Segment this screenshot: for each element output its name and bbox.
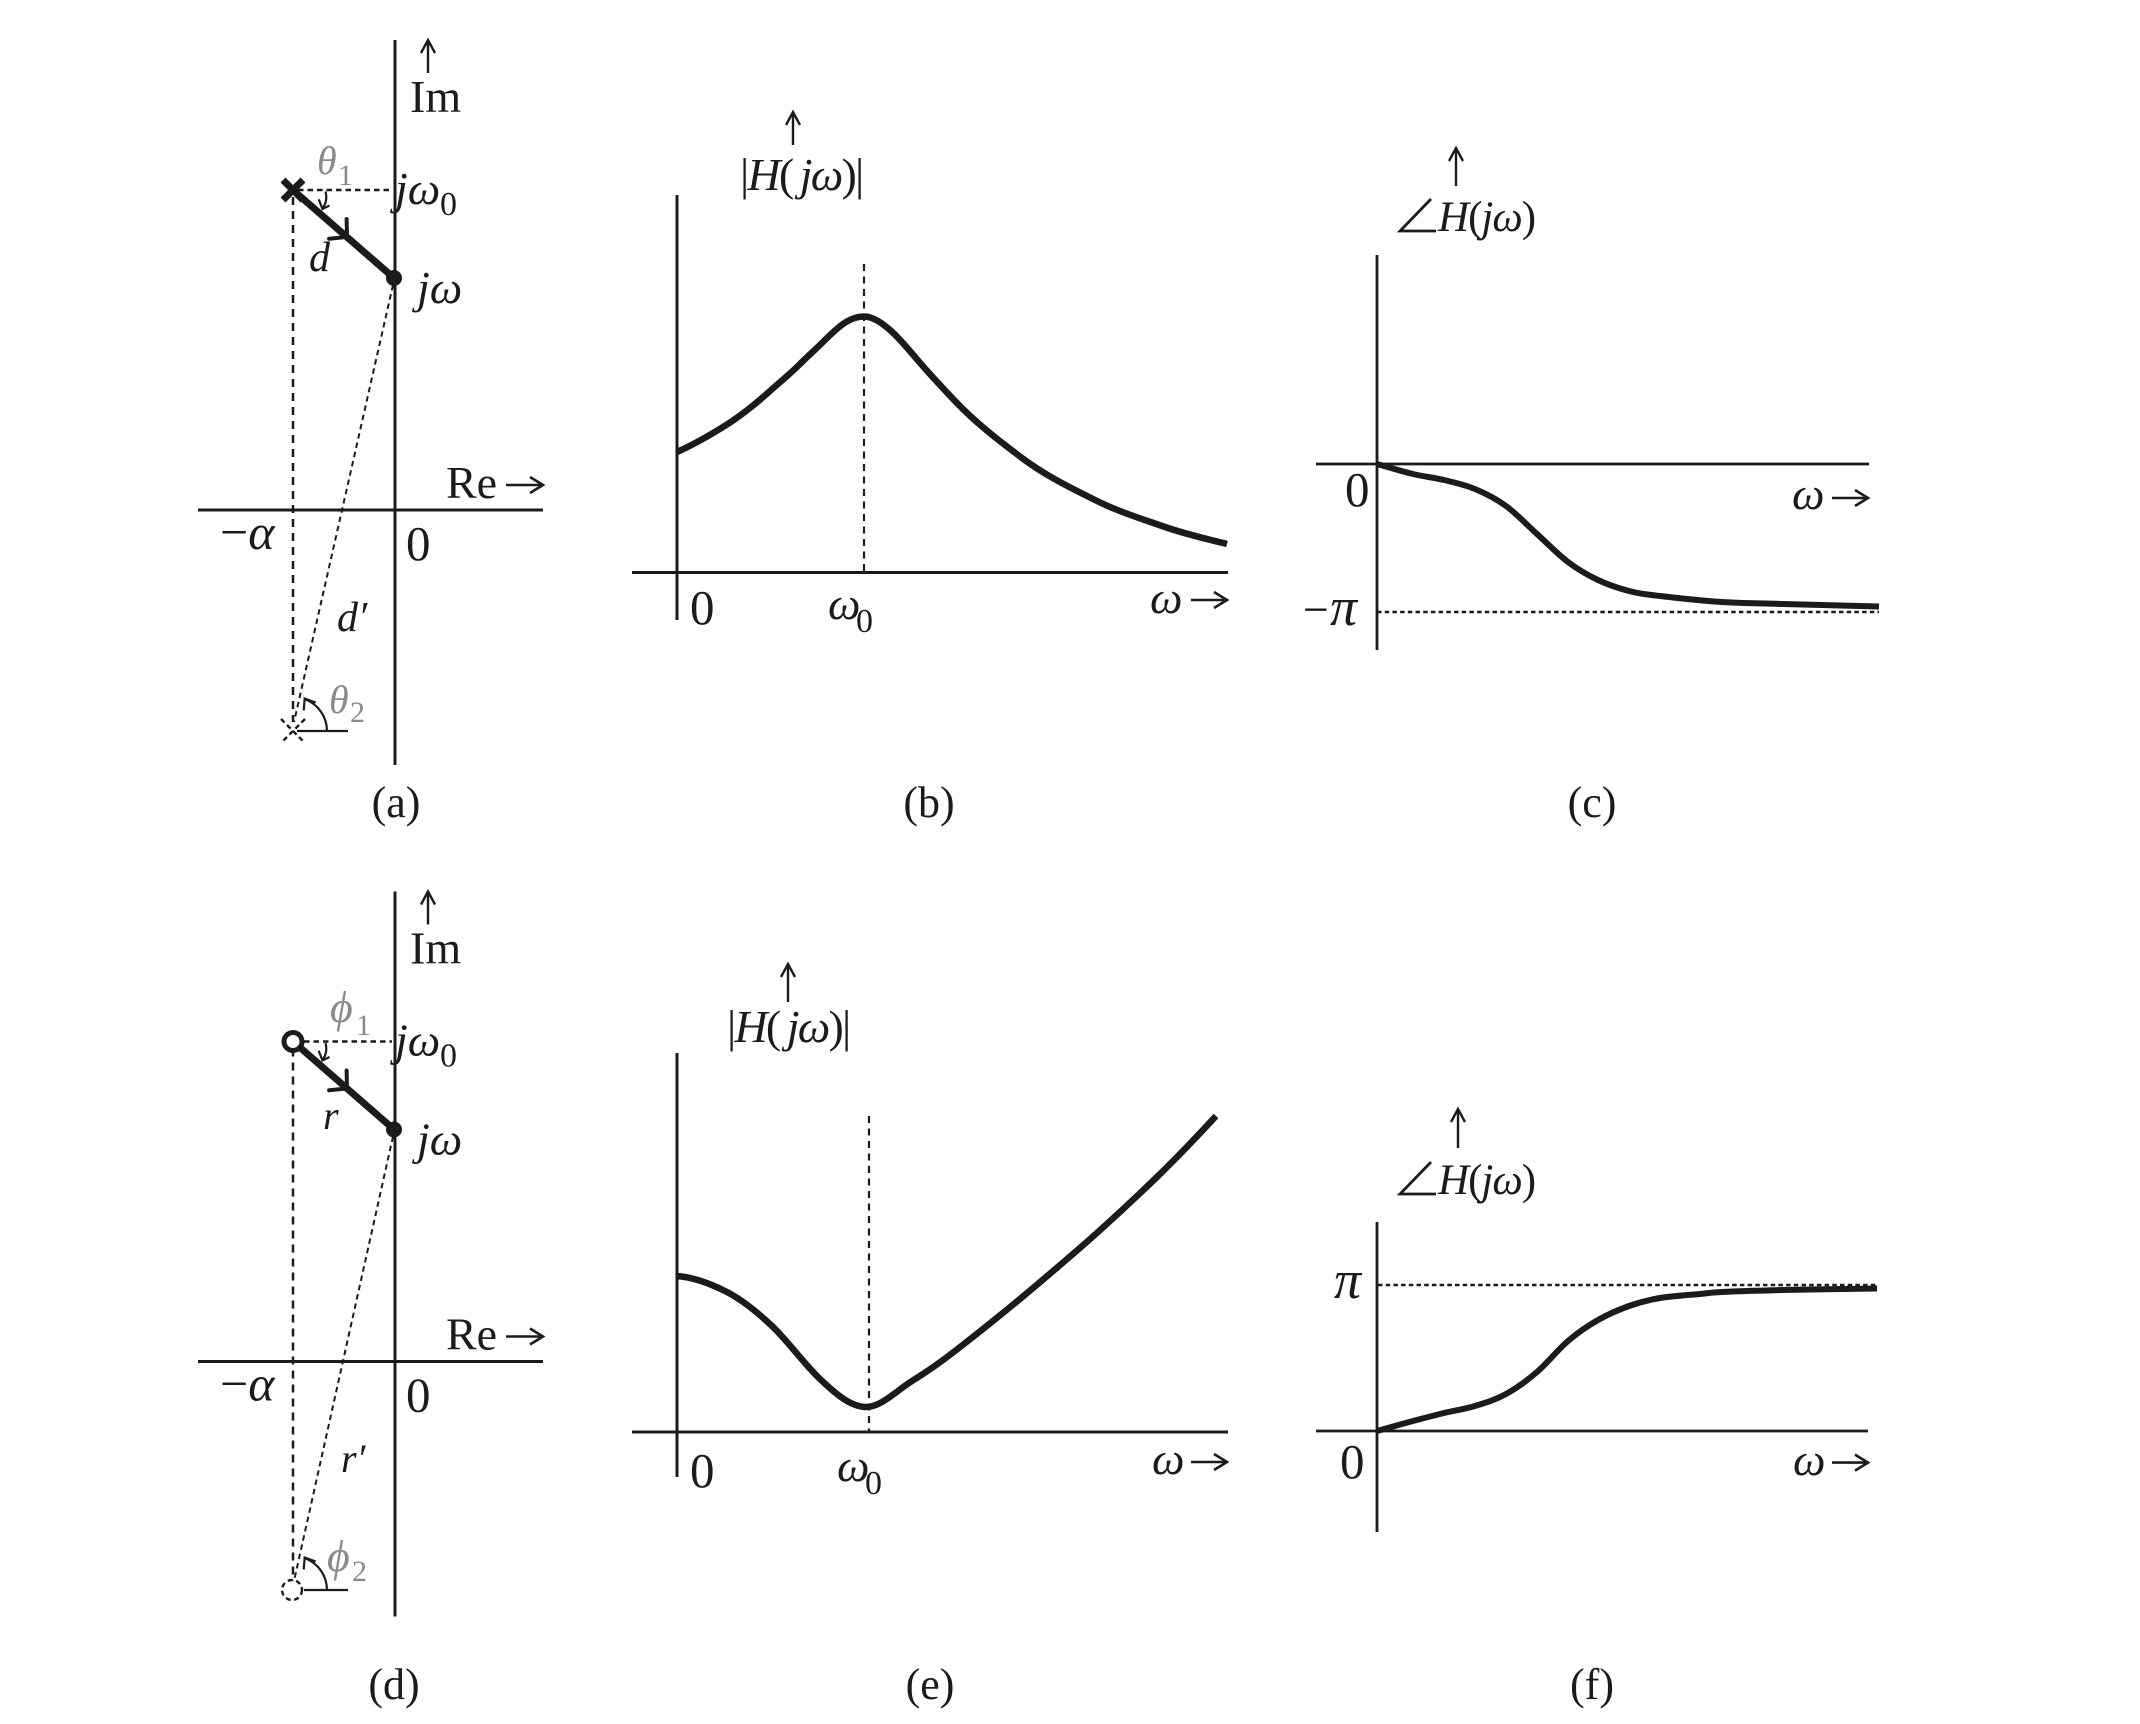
svg-text:ω: ω bbox=[1152, 1433, 1184, 1484]
svg-text:jω: jω bbox=[390, 163, 440, 214]
svg-text:θ: θ bbox=[329, 677, 349, 722]
svg-text:(b): (b) bbox=[903, 778, 954, 827]
svg-text:0: 0 bbox=[690, 1443, 715, 1498]
svg-text:1: 1 bbox=[338, 159, 353, 192]
svg-text:0: 0 bbox=[856, 603, 873, 640]
svg-text:d: d bbox=[309, 235, 331, 281]
svg-text:Im: Im bbox=[410, 71, 461, 122]
svg-text:0: 0 bbox=[865, 1465, 882, 1502]
svg-text:(e): (e) bbox=[906, 1660, 955, 1709]
svg-text:H(jω): H(jω) bbox=[1437, 194, 1535, 241]
svg-text:ω: ω bbox=[1792, 468, 1824, 519]
svg-text:π: π bbox=[1334, 1250, 1363, 1310]
svg-text:jω: jω bbox=[412, 1114, 462, 1165]
svg-text:−α: −α bbox=[220, 504, 276, 560]
svg-text:Re: Re bbox=[446, 1309, 497, 1360]
svg-text:Re: Re bbox=[446, 457, 497, 508]
svg-text:jω: jω bbox=[412, 262, 462, 313]
svg-text:−α: −α bbox=[220, 1356, 276, 1412]
svg-text:0: 0 bbox=[440, 186, 457, 223]
svg-text:θ: θ bbox=[317, 138, 337, 183]
svg-text:r′: r′ bbox=[341, 1436, 367, 1481]
svg-text:(c): (c) bbox=[1568, 778, 1617, 827]
svg-text:ω: ω bbox=[1150, 572, 1182, 623]
svg-text:(f): (f) bbox=[1570, 1660, 1614, 1709]
svg-text:0: 0 bbox=[406, 1368, 431, 1423]
svg-text:d′: d′ bbox=[337, 595, 368, 641]
svg-text:Im: Im bbox=[410, 923, 461, 974]
svg-text:0: 0 bbox=[1340, 1434, 1365, 1489]
svg-text:2: 2 bbox=[352, 1555, 367, 1588]
svg-text:jω: jω bbox=[390, 1015, 440, 1066]
svg-text:(a): (a) bbox=[372, 778, 421, 827]
svg-text:1: 1 bbox=[356, 1009, 371, 1042]
svg-text:|H( jω)|: |H( jω)| bbox=[740, 149, 862, 200]
svg-text:ω: ω bbox=[837, 1440, 869, 1491]
svg-text:ϕ: ϕ bbox=[330, 983, 353, 1032]
svg-text:−: − bbox=[1303, 584, 1329, 635]
svg-text:(d): (d) bbox=[368, 1660, 419, 1709]
svg-text:ω: ω bbox=[828, 578, 860, 629]
svg-text:0: 0 bbox=[690, 580, 715, 635]
svg-text:ω: ω bbox=[1793, 1434, 1825, 1485]
svg-text:0: 0 bbox=[406, 516, 431, 571]
svg-text:ϕ: ϕ bbox=[327, 1532, 350, 1581]
svg-text:0: 0 bbox=[440, 1038, 457, 1075]
svg-text:π: π bbox=[1330, 577, 1359, 637]
svg-text:H(jω): H(jω) bbox=[1437, 1157, 1535, 1204]
svg-text:2: 2 bbox=[350, 696, 365, 729]
svg-text:0: 0 bbox=[1345, 462, 1370, 517]
svg-text:r: r bbox=[323, 1093, 339, 1138]
svg-text:|H( jω)|: |H( jω)| bbox=[727, 1001, 849, 1052]
